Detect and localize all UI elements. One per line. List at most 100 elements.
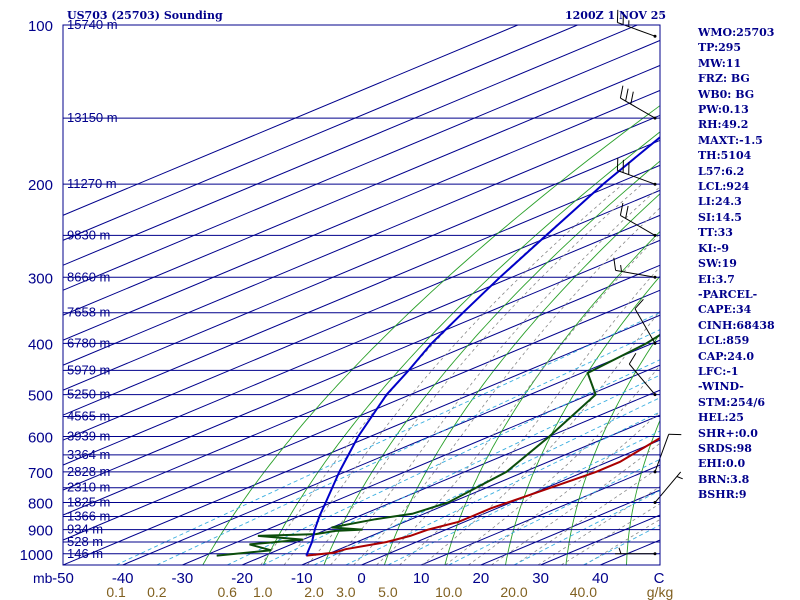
mixing-ratio-label: 0.2 <box>147 584 167 600</box>
height-label: 6780 m <box>67 335 110 350</box>
isotherm-line <box>63 264 660 516</box>
wind-barb-feather <box>619 85 624 99</box>
temperature-tick-label: -10 <box>291 570 313 587</box>
isotherm-line <box>63 139 660 391</box>
plot-background <box>63 25 660 565</box>
isotherm-line <box>63 25 578 241</box>
stat-line: TT:33 <box>698 226 733 240</box>
wind-barb-staff <box>654 471 682 503</box>
wind-barb-base <box>653 470 657 474</box>
wind-barb-staff <box>617 170 656 185</box>
dry-adiabat-line <box>444 230 660 565</box>
plot-frame <box>62 24 661 566</box>
wind-barb-base <box>653 116 657 120</box>
isotherm-line <box>361 439 660 565</box>
wind-barb-staff <box>620 214 656 236</box>
isotherm-line <box>63 189 660 441</box>
stat-line: WB0: BG <box>698 87 755 101</box>
dry-adiabat-line <box>505 275 660 565</box>
wind-barb-feather <box>613 257 617 271</box>
mixing-ratio-label: 10.0 <box>435 584 462 600</box>
pressure-unit-label: mb <box>33 570 53 586</box>
mixing-ratio-unit-label: g/kg <box>647 584 673 600</box>
moist-adiabat-line <box>399 266 660 565</box>
wind-barb <box>619 202 657 237</box>
wind-barb-base <box>653 233 657 237</box>
pressure-tick-label: 700 <box>28 465 53 482</box>
height-label: 5250 m <box>67 387 110 402</box>
stat-line: LI:24.3 <box>698 195 742 209</box>
isotherm-line <box>63 114 660 366</box>
wind-barb-feather <box>628 352 637 365</box>
wind-barb-base <box>653 552 657 556</box>
mixing-ratio-label: 3.0 <box>336 584 356 600</box>
mixing-ratio-label: 5.0 <box>378 584 398 600</box>
moist-adiabat-line <box>422 310 660 565</box>
stat-line: RH:49.2 <box>698 118 749 132</box>
station-title: US703 (25703) Sounding <box>67 9 223 22</box>
isotherm-line <box>63 289 660 541</box>
isotherm-line <box>301 414 660 565</box>
stat-line: BSHR:9 <box>698 488 747 502</box>
dewpoint-trace <box>216 333 660 557</box>
wind-barb-base <box>653 182 657 186</box>
wind-barb <box>653 471 683 504</box>
wind-barb <box>613 257 657 279</box>
wind-barb-base <box>653 393 657 397</box>
moist-adiabat-line <box>330 186 660 565</box>
parcel-trace <box>305 135 660 556</box>
height-label: 3939 m <box>67 429 110 444</box>
stat-line: MAXT:-1.5 <box>698 133 763 147</box>
temperature-trace <box>306 436 660 557</box>
pressure-tick-label: 500 <box>28 388 53 405</box>
wind-barb-staff <box>654 434 670 473</box>
temperature-tick-label: -40 <box>112 570 134 587</box>
height-label: 1825 m <box>67 495 110 510</box>
wind-barb <box>619 85 657 120</box>
stats-panel: WMO:25703 TP:295 MW:11 FRZ: BG WB0: BG PW:0.1… <box>698 25 775 503</box>
isotherm-line <box>63 64 660 316</box>
height-label: 13150 m <box>67 110 118 125</box>
mixing-ratio-label: 0.6 <box>217 584 237 600</box>
pressure-tick-label: 100 <box>28 18 53 35</box>
height-label: 8660 m <box>67 269 110 284</box>
height-label: 7658 m <box>67 305 110 320</box>
height-label: 9830 m <box>67 227 110 242</box>
wind-barb-base <box>653 34 657 38</box>
pressure-tick-label: 1000 <box>20 547 53 564</box>
wind-barb <box>653 433 682 474</box>
pressure-tick-label: 800 <box>28 496 53 513</box>
stat-line: SW:19 <box>698 257 737 271</box>
mixing-ratio-label: 0.1 <box>106 584 126 600</box>
moist-adiabat-line <box>353 207 660 565</box>
stat-line: PW:0.13 <box>698 103 749 117</box>
wind-barb-feather <box>625 205 629 219</box>
temperature-tick-label: 0 <box>357 570 365 587</box>
wind-barb-base <box>653 341 657 345</box>
moist-adiabat-line <box>283 183 623 565</box>
isotherm-line <box>182 364 660 565</box>
height-label: 146 m <box>67 546 103 561</box>
pressure-tick-label: 300 <box>28 270 53 287</box>
dry-adiabat-line <box>383 193 660 565</box>
stat-line: LCL:859 <box>698 334 750 348</box>
stat-line: CAP:24.0 <box>698 349 755 363</box>
height-label: 1366 m <box>67 509 110 524</box>
wind-barb <box>634 298 657 345</box>
stat-line: STM:254/6 <box>698 395 765 409</box>
temperature-tick-label: 20 <box>473 570 490 587</box>
stat-line: -WIND- <box>698 380 744 394</box>
isotherm-line <box>421 464 660 565</box>
wind-barb-half-feather <box>620 265 622 272</box>
isotherm-line <box>241 389 660 565</box>
stat-line: TP:295 <box>698 41 742 55</box>
isotherm-line <box>63 89 660 341</box>
height-label: 5979 m <box>67 362 110 377</box>
height-label: 11270 m <box>67 176 117 191</box>
wind-barb-half-feather <box>676 476 683 480</box>
mixing-ratio-label: 1.0 <box>253 584 273 600</box>
wind-barb-feather <box>634 298 644 310</box>
stat-line: WMO:25703 <box>698 26 775 39</box>
stat-line: CAPE:34 <box>698 303 752 317</box>
